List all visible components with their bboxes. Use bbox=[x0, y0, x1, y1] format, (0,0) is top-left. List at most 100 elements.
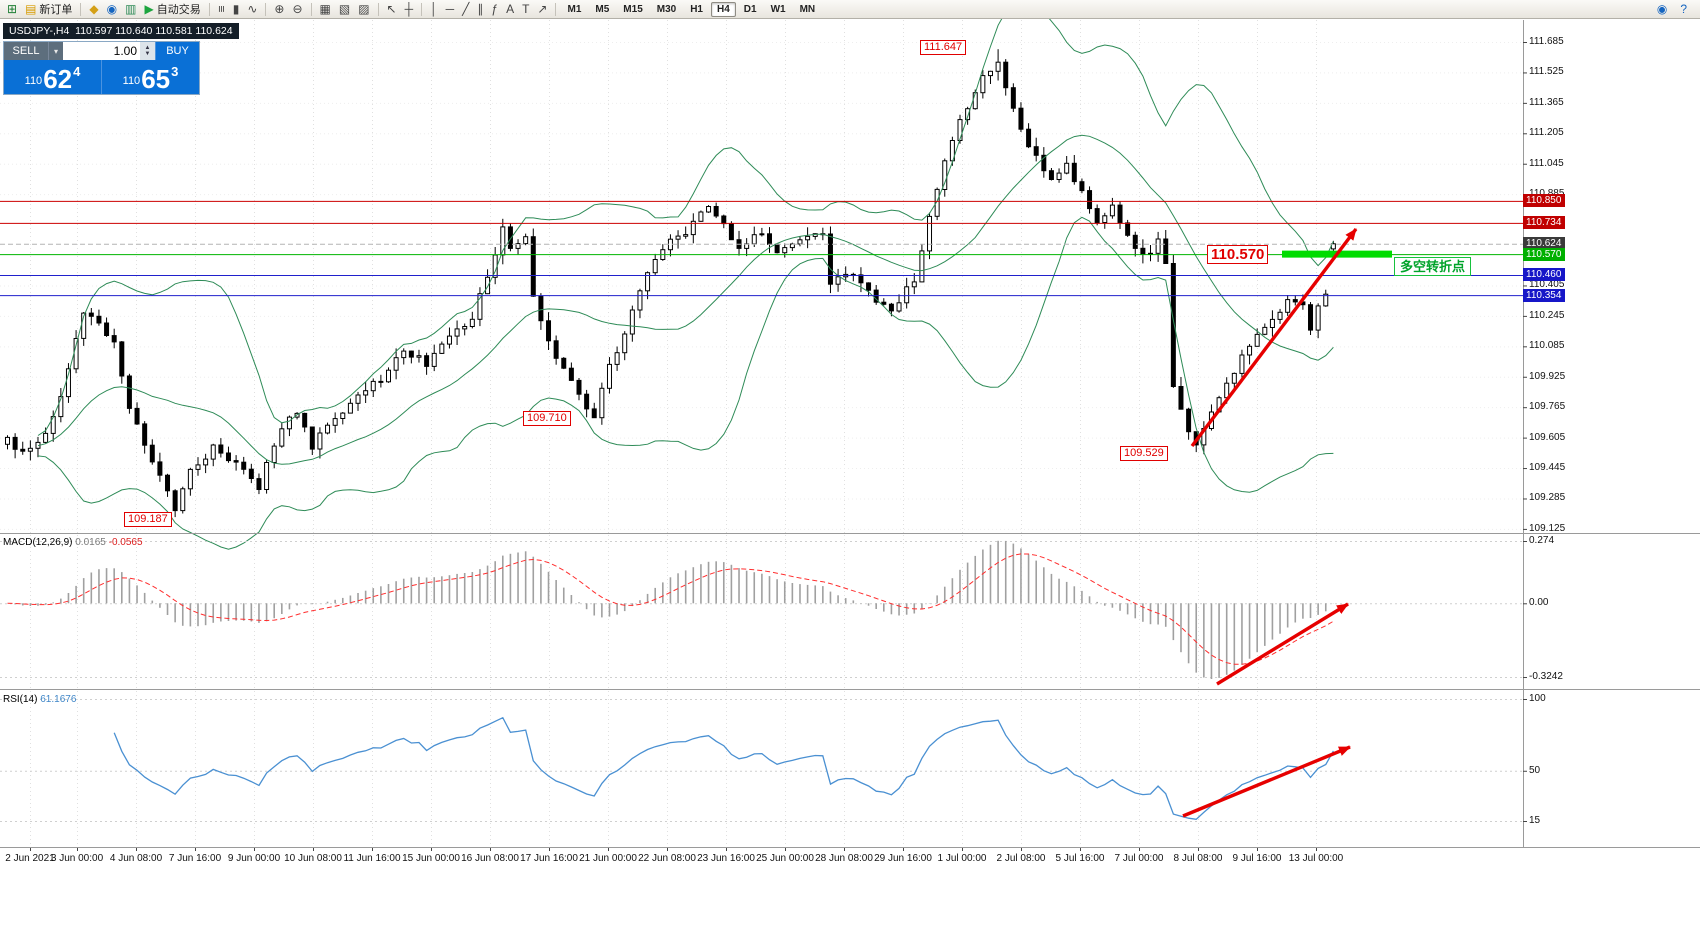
label-icon[interactable]: T bbox=[518, 1, 533, 18]
candlestick-chart-icon[interactable]: ▮ bbox=[229, 1, 244, 18]
time-axis-label: 7 Jul 00:00 bbox=[1114, 853, 1164, 864]
time-axis-label: 5 Jul 16:00 bbox=[1055, 853, 1105, 864]
time-axis-label: 8 Jul 08:00 bbox=[1173, 853, 1223, 864]
bar-chart-icon[interactable]: ≡ bbox=[214, 1, 229, 18]
crosshair-icon[interactable]: ┼ bbox=[401, 1, 418, 18]
timeframe-h4[interactable]: H4 bbox=[711, 1, 736, 17]
time-axis-label: 3 Jun 00:00 bbox=[50, 853, 104, 864]
price-axis-tick: 109.285 bbox=[1529, 492, 1566, 504]
new-order-button[interactable]: ▤ 新订单 bbox=[21, 1, 76, 18]
toolbar-separator bbox=[265, 2, 267, 16]
shapes-icon[interactable]: ↗ bbox=[533, 1, 551, 18]
tile-windows-icon[interactable]: ▦ bbox=[316, 1, 335, 18]
spinner-up-icon[interactable]: ▲ bbox=[144, 44, 151, 51]
time-axis-label: 7 Jun 16:00 bbox=[168, 853, 222, 864]
channel-icon: ∥ bbox=[477, 2, 484, 16]
timeframe-d1[interactable]: D1 bbox=[743, 3, 757, 15]
sell-price-prefix: 110 bbox=[24, 75, 43, 87]
buy-price-button[interactable]: 110 65 3 bbox=[102, 60, 199, 94]
time-axis-label: 15 Jun 00:00 bbox=[402, 853, 460, 864]
zoom-out-icon: ⊖ bbox=[292, 2, 303, 16]
trendline-icon: ╱ bbox=[462, 2, 470, 16]
cascade-windows-icon[interactable]: ▧ bbox=[335, 1, 354, 18]
market-watch-icon[interactable]: ◆ bbox=[85, 1, 102, 18]
price-axis-tag: 110.734 bbox=[1523, 216, 1565, 230]
time-axis-label: 1 Jul 00:00 bbox=[937, 853, 987, 864]
rsi-value: 61.1676 bbox=[40, 694, 77, 705]
time-axis-label: 10 Jun 08:00 bbox=[284, 853, 342, 864]
sell-price-big: 62 bbox=[43, 64, 73, 95]
price-axis-tag: 110.570 bbox=[1523, 247, 1565, 261]
autotrading-button[interactable]: ▶ 自动交易 bbox=[140, 1, 204, 18]
rsi-axis-tick: 100 bbox=[1529, 693, 1546, 704]
order-type-dropdown[interactable]: ▾ bbox=[48, 42, 63, 60]
timeframe-mn[interactable]: MN bbox=[799, 3, 816, 15]
buy-button[interactable]: BUY bbox=[155, 42, 199, 60]
channel-icon[interactable]: ∥ bbox=[473, 1, 487, 18]
text-icon: A bbox=[506, 2, 515, 16]
time-axis-label: 2 Jul 08:00 bbox=[996, 853, 1046, 864]
cursor-icon[interactable]: ↖ bbox=[383, 1, 401, 18]
price-axis-tick: 110.085 bbox=[1529, 340, 1565, 352]
fibonacci-icon[interactable]: ƒ bbox=[487, 1, 502, 18]
cursor-icon: ↖ bbox=[386, 2, 397, 16]
zoom-out-icon[interactable]: ⊖ bbox=[288, 1, 306, 18]
arrange-windows-icon[interactable]: ▨ bbox=[354, 1, 373, 18]
price-tag: 109.529 bbox=[1120, 446, 1168, 461]
macd-name: MACD(12,26,9) bbox=[3, 537, 73, 548]
timeframe-h1[interactable]: H1 bbox=[690, 3, 703, 15]
one-click-price-row: 110 62 4 110 65 3 bbox=[4, 60, 199, 94]
one-click-top-row: SELL ▾ ▲▼ BUY bbox=[4, 42, 199, 60]
time-axis-label: 21 Jun 00:00 bbox=[579, 853, 637, 864]
text-icon[interactable]: A bbox=[502, 1, 518, 18]
help-icon[interactable]: ? bbox=[1676, 1, 1691, 18]
lot-spinner[interactable]: ▲ ▼ bbox=[140, 42, 155, 60]
price-tag: 110.570 bbox=[1207, 245, 1269, 264]
navigator-icon: ▥ bbox=[125, 2, 137, 16]
time-axis-label: 9 Jul 16:00 bbox=[1232, 853, 1282, 864]
price-axis-tick: 109.445 bbox=[1529, 462, 1566, 474]
horizontal-line-icon[interactable]: ─ bbox=[442, 1, 459, 18]
sell-button[interactable]: SELL bbox=[4, 42, 48, 60]
arrange-windows-icon: ▨ bbox=[358, 2, 370, 16]
community-icon[interactable]: ◉ bbox=[1653, 1, 1671, 18]
zoom-in-icon[interactable]: ⊕ bbox=[270, 1, 288, 18]
timeframe-m5[interactable]: M5 bbox=[595, 3, 610, 15]
toolbar-separator bbox=[555, 2, 557, 16]
trendline-icon[interactable]: ╱ bbox=[458, 1, 473, 18]
data-window-icon: ◉ bbox=[106, 2, 118, 16]
price-axis-tick: 111.045 bbox=[1529, 157, 1564, 169]
candlestick-chart-icon: ▮ bbox=[232, 2, 240, 16]
spinner-down-icon[interactable]: ▼ bbox=[144, 51, 151, 57]
timeframe-m15[interactable]: M15 bbox=[623, 3, 643, 15]
new-order-icon: ▤ bbox=[25, 2, 37, 16]
toolbar-separator bbox=[208, 2, 210, 16]
line-chart-icon[interactable]: ∿ bbox=[243, 1, 261, 18]
time-axis-label: 16 Jun 08:00 bbox=[461, 853, 519, 864]
time-axis-label: 29 Jun 16:00 bbox=[874, 853, 932, 864]
sell-price-pipette: 4 bbox=[73, 64, 81, 79]
sell-price-button[interactable]: 110 62 4 bbox=[4, 60, 101, 94]
buy-price-big: 65 bbox=[141, 64, 171, 95]
price-axis-tick: 109.925 bbox=[1529, 370, 1566, 382]
timeframe-m1[interactable]: M1 bbox=[567, 3, 582, 15]
price-axis-tick: 109.125 bbox=[1529, 522, 1566, 534]
new-chart-button[interactable]: ⊞ bbox=[3, 1, 21, 18]
price-divider bbox=[101, 60, 102, 94]
toolbar-separator bbox=[377, 2, 379, 16]
navigator-icon[interactable]: ▥ bbox=[121, 1, 140, 18]
new-chart-icon: ⊞ bbox=[7, 2, 18, 16]
price-axis-tag: 110.850 bbox=[1523, 194, 1565, 208]
price-axis-tick: 110.245 bbox=[1529, 309, 1565, 321]
data-window-icon[interactable]: ◉ bbox=[103, 1, 121, 18]
macd-axis-tick: 0.00 bbox=[1529, 597, 1549, 609]
crosshair-icon: ┼ bbox=[404, 2, 414, 16]
timeframe-w1[interactable]: W1 bbox=[770, 3, 786, 15]
rsi-name: RSI(14) bbox=[3, 694, 38, 705]
lot-size-input[interactable] bbox=[63, 42, 140, 60]
timeframe-m30[interactable]: M30 bbox=[656, 3, 677, 15]
rsi-indicator-label: RSI(14) 61.1676 bbox=[3, 694, 76, 705]
vertical-line-icon[interactable]: │ bbox=[426, 1, 442, 18]
